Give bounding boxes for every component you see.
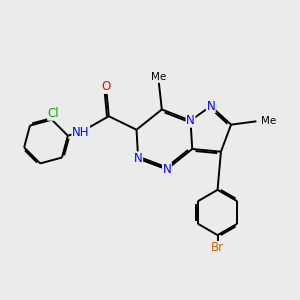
Text: N: N <box>206 100 215 112</box>
Text: N: N <box>163 163 171 176</box>
Text: Cl: Cl <box>48 107 59 120</box>
Text: Me: Me <box>151 72 166 82</box>
Text: N: N <box>134 152 142 165</box>
Text: O: O <box>101 80 111 93</box>
Text: Br: Br <box>211 242 224 254</box>
Text: NH: NH <box>72 126 89 139</box>
Text: N: N <box>186 114 195 127</box>
Text: Me: Me <box>262 116 277 126</box>
